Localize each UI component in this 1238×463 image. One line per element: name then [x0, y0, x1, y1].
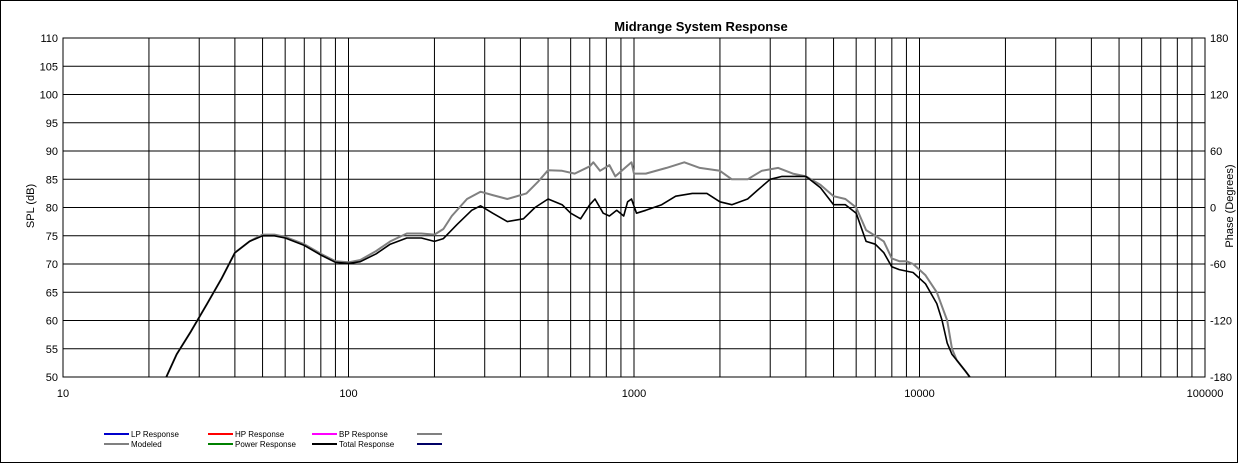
legend-label: HP Response — [235, 430, 285, 439]
legend-label: Modeled — [131, 440, 162, 449]
y2-tick-label: 0 — [1210, 203, 1216, 215]
legend-label: BP Response — [339, 430, 388, 439]
grid — [63, 37, 1205, 378]
y-tick-label: 50 — [46, 372, 58, 384]
legend-label: LP Response — [131, 430, 179, 439]
y-tick-label: 60 — [46, 316, 58, 328]
x-tick-label: 10 — [57, 388, 69, 400]
x-tick-label: 100 — [339, 388, 357, 400]
series-line-modeled — [165, 161, 971, 377]
y2-tick-label: 60 — [1210, 146, 1222, 158]
y-tick-label: 55 — [46, 344, 58, 356]
y-tick-label: 90 — [46, 146, 58, 158]
x-tick-label: 100000 — [1187, 388, 1224, 400]
series-layer — [165, 161, 971, 377]
x-tick-label: 1000 — [622, 388, 646, 400]
series-line-total-response — [165, 175, 971, 377]
y2-tick-label: -120 — [1210, 316, 1232, 328]
y-tick-label: 95 — [46, 118, 58, 130]
y2-tick-label: -180 — [1210, 372, 1232, 384]
legend-label: Total Response — [339, 440, 395, 449]
legend-label: Power Response — [235, 440, 296, 449]
y-tick-label: 110 — [40, 33, 58, 45]
labels: Midrange System Response SPL (dB) Phase … — [25, 19, 1236, 248]
y2-tick-label: -60 — [1210, 259, 1226, 271]
chart-title: Midrange System Response — [614, 19, 787, 34]
y2-axis-label: Phase (Degrees) — [1224, 164, 1236, 247]
y2-tick-label: 120 — [1210, 90, 1228, 102]
y-tick-label: 105 — [40, 61, 58, 73]
y-tick-label: 80 — [46, 203, 58, 215]
x-tick-label: 10000 — [904, 388, 935, 400]
y-tick-label: 100 — [40, 90, 58, 102]
legend: LP Response HP Response BP Response Modeled… — [104, 430, 442, 449]
y2-tick-label: 180 — [1210, 33, 1228, 45]
y-tick-label: 70 — [46, 259, 58, 271]
tick-labels: 50556065707580859095100105110-180-120-60… — [40, 33, 1232, 400]
plot-border — [62, 37, 1206, 378]
y-tick-label: 65 — [46, 287, 58, 299]
y-tick-label: 85 — [46, 174, 58, 186]
y-tick-label: 75 — [46, 231, 58, 243]
y-axis-label: SPL (dB) — [25, 184, 37, 228]
